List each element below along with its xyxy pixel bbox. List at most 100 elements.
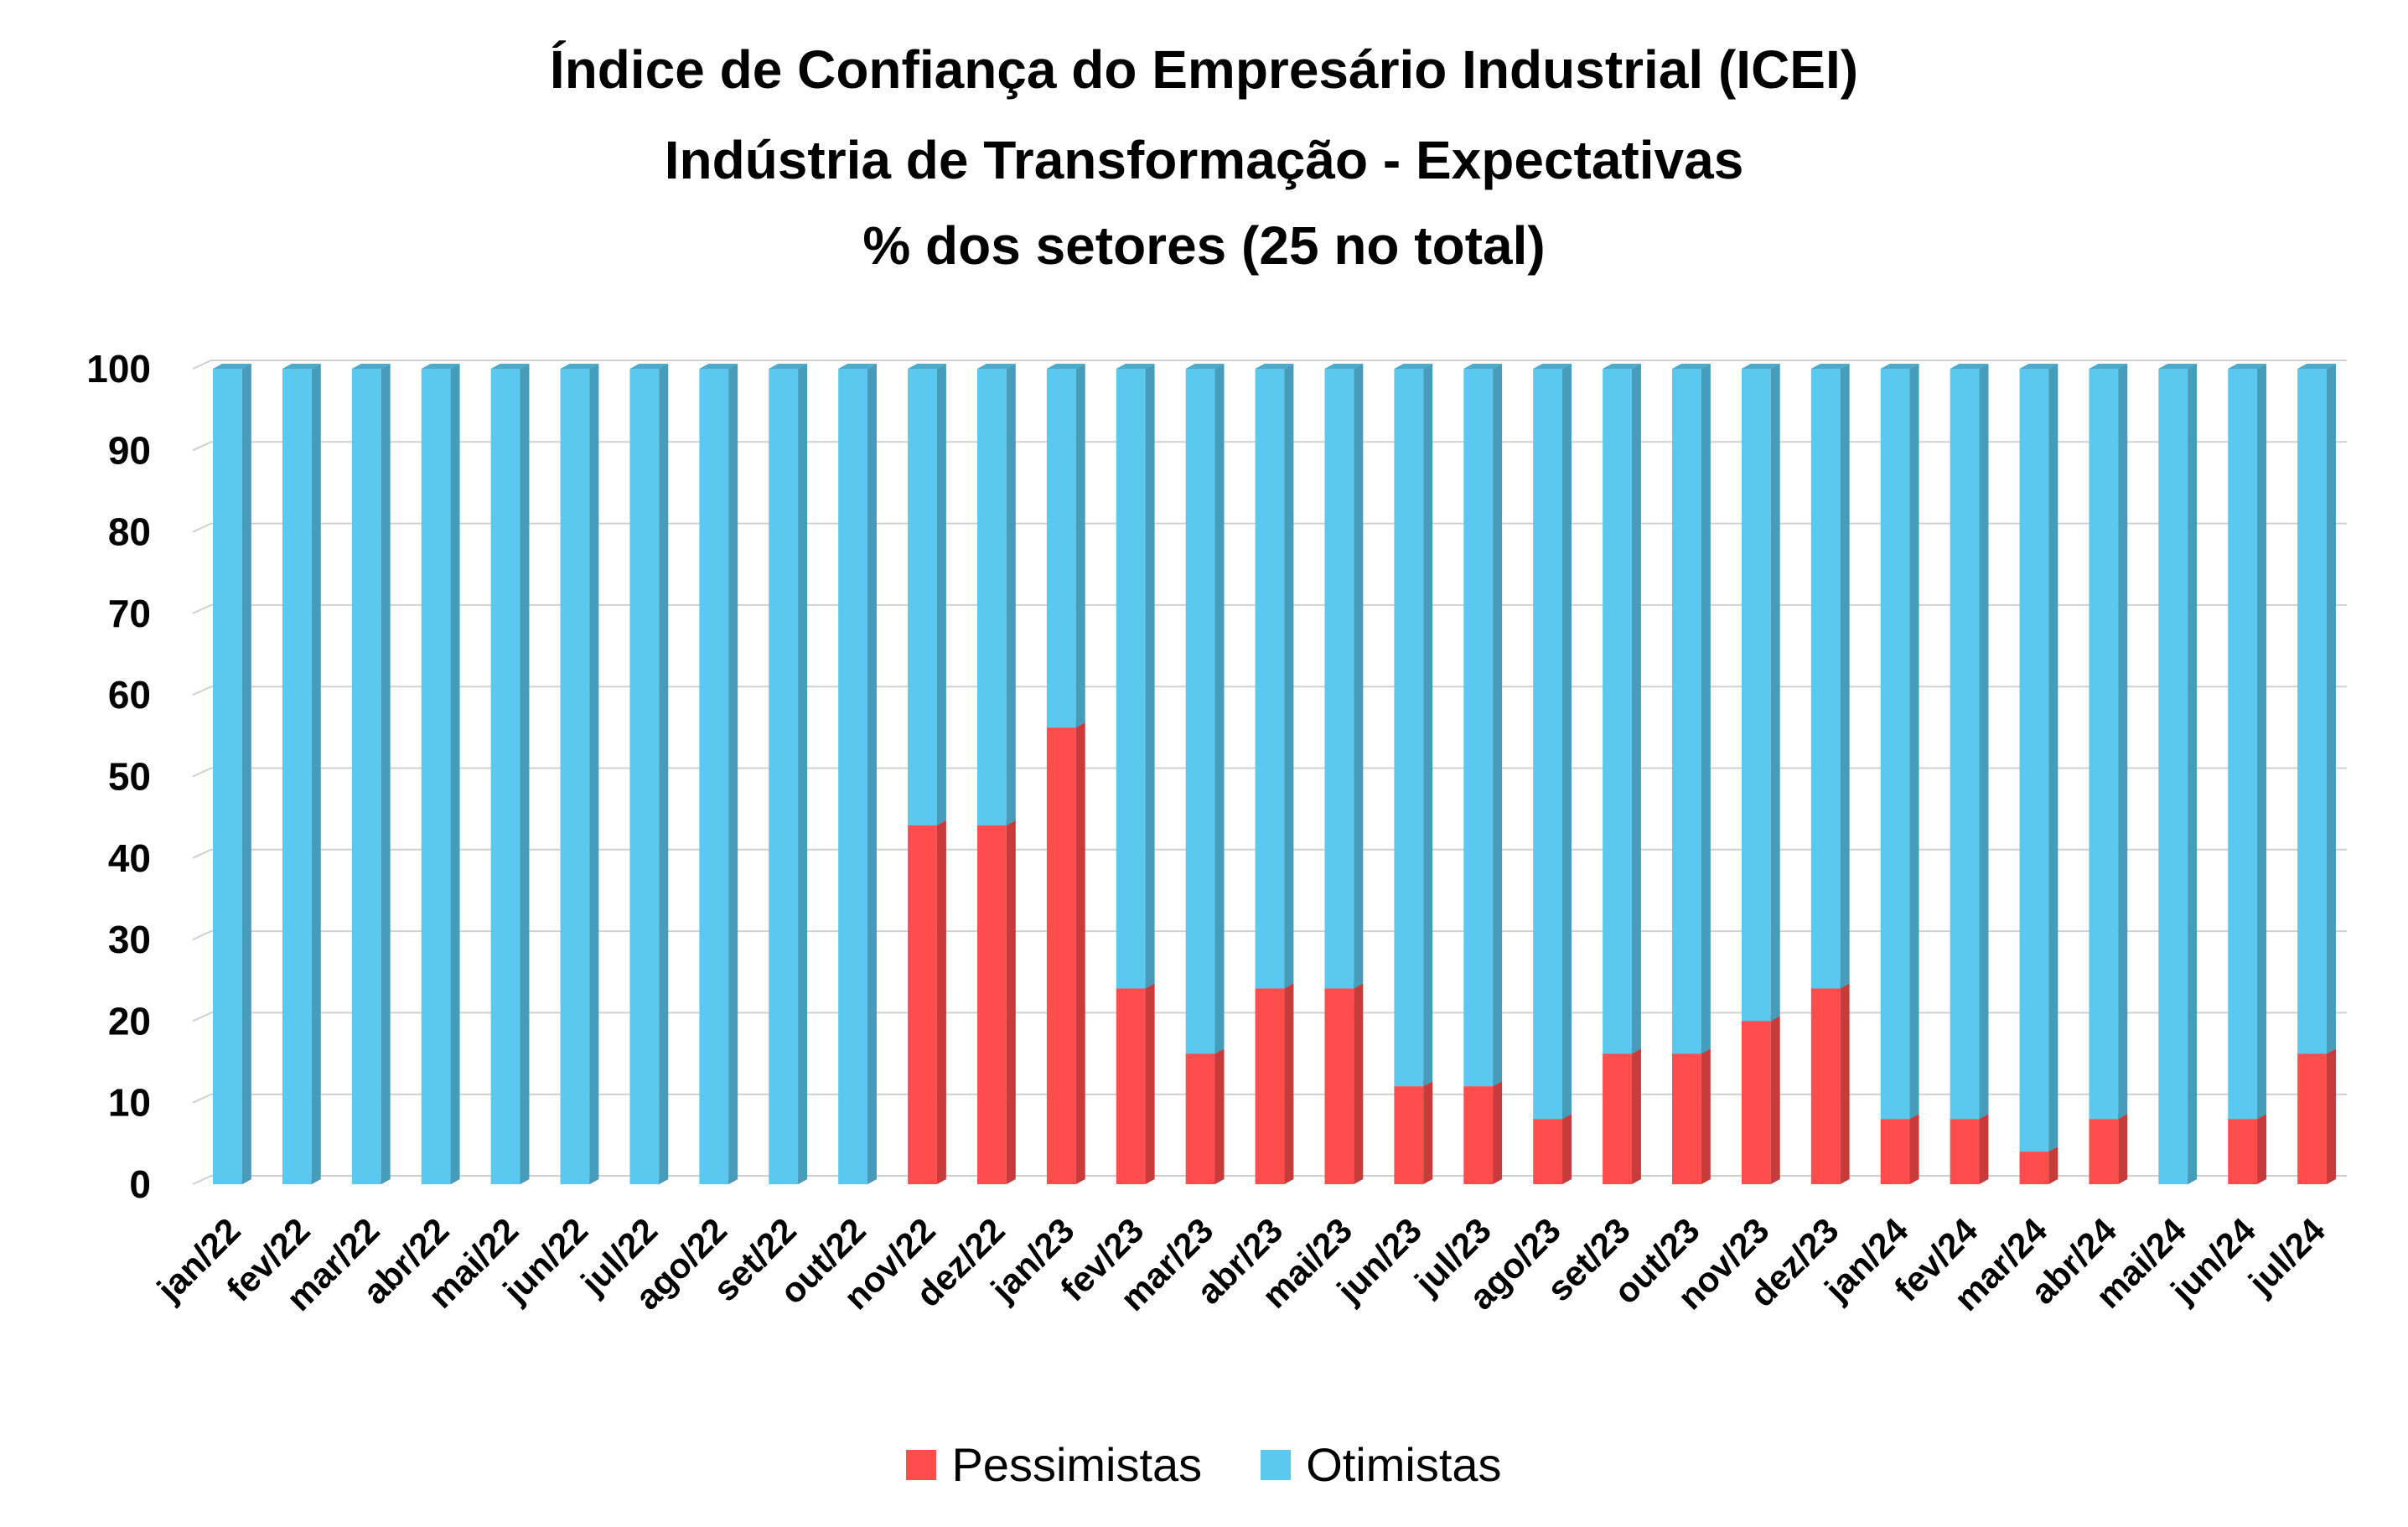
- y-tick-label: 30: [108, 918, 151, 961]
- legend-label-pessimistas: Pessimistas: [951, 1438, 1203, 1491]
- bar-top: [2019, 364, 2058, 369]
- bar-side: [381, 364, 391, 1184]
- bar-side: [1701, 364, 1711, 1054]
- bar-top: [838, 364, 877, 369]
- bar-front: [2228, 369, 2258, 1120]
- bar-front: [976, 825, 1007, 1184]
- bar-side: [2326, 364, 2336, 1054]
- bar-pessimistas-25: [1950, 1114, 1989, 1184]
- bar-side: [1145, 983, 1155, 1184]
- bar-front: [1741, 1021, 1771, 1184]
- bar-otimistas-22: [1741, 364, 1780, 1022]
- bar-side: [589, 364, 599, 1184]
- bar-side: [2118, 364, 2128, 1120]
- bar-side: [1562, 1114, 1572, 1184]
- bar-side: [1840, 983, 1850, 1184]
- bar-front: [2228, 1119, 2258, 1184]
- y-tick-label: 10: [108, 1081, 151, 1125]
- bar-otimistas-29: [2228, 364, 2267, 1120]
- bar-front: [976, 369, 1007, 826]
- bar-front: [1880, 1119, 1910, 1184]
- bar-top: [1394, 364, 1433, 369]
- bar-side: [936, 820, 946, 1184]
- bar-pessimistas-14: [1185, 1048, 1225, 1184]
- bar-pessimistas-27: [2089, 1114, 2128, 1184]
- bar-side: [1354, 364, 1364, 989]
- bar-front: [2089, 369, 2119, 1120]
- bar-otimistas-30: [2297, 364, 2336, 1054]
- bar-top: [1950, 364, 1989, 369]
- bar-pessimistas-30: [2297, 1048, 2336, 1184]
- bar-otimistas-0: [213, 364, 251, 1184]
- bar-front: [213, 369, 242, 1184]
- bar-pessimistas-24: [1880, 1114, 1919, 1184]
- bar-front: [1603, 1053, 1632, 1184]
- bar-top: [490, 364, 530, 369]
- bar-otimistas-5: [560, 364, 599, 1184]
- bar-front: [1950, 1119, 1980, 1184]
- legend-item-otimistas: Otimistas: [1261, 1437, 1502, 1492]
- bar-side: [1701, 1048, 1711, 1184]
- bar-pessimistas-21: [1672, 1048, 1711, 1184]
- bar-otimistas-9: [838, 364, 877, 1184]
- bar-front: [282, 369, 312, 1184]
- bar-front: [1394, 1086, 1424, 1184]
- bar-front: [908, 825, 937, 1184]
- bar-top: [351, 364, 391, 369]
- bar-otimistas-4: [490, 364, 530, 1184]
- bar-pessimistas-10: [908, 820, 946, 1184]
- bar-front: [1741, 369, 1771, 1022]
- gridline-10: [192, 360, 2347, 370]
- bar-front: [1046, 727, 1076, 1184]
- bar-front: [2019, 1152, 2049, 1184]
- bar-top: [282, 364, 321, 369]
- bar-side: [1631, 364, 1641, 1054]
- bar-side: [1075, 722, 1085, 1184]
- chart-subtitle-1: Indústria de Transformação - Expectativa…: [664, 130, 1744, 190]
- bar-front: [1255, 369, 1285, 989]
- bar-side: [1214, 364, 1225, 1054]
- bar-side: [450, 364, 460, 1184]
- bar-pessimistas-29: [2228, 1114, 2267, 1184]
- bar-pessimistas-23: [1810, 983, 1850, 1184]
- bar-front: [1533, 1119, 1563, 1184]
- bar-top: [2297, 364, 2336, 369]
- bar-top: [976, 364, 1016, 369]
- bar-front: [1116, 369, 1146, 989]
- bar-otimistas-14: [1185, 364, 1225, 1054]
- bar-pessimistas-16: [1324, 983, 1364, 1184]
- bar-front: [490, 369, 520, 1184]
- bar-front: [838, 369, 867, 1184]
- bar-otimistas-23: [1810, 364, 1850, 989]
- bar-side: [1006, 364, 1016, 826]
- bar-side: [241, 364, 251, 1184]
- bar-top: [2158, 364, 2198, 369]
- bar-side: [936, 364, 946, 826]
- bar-top: [1603, 364, 1641, 369]
- bar-pessimistas-11: [976, 820, 1016, 1184]
- bar-front: [629, 369, 660, 1184]
- bar-top: [1880, 364, 1919, 369]
- legend: Pessimistas Otimistas: [0, 1437, 2408, 1492]
- bar-front: [2089, 1119, 2119, 1184]
- bar-otimistas-8: [769, 364, 808, 1184]
- bar-side: [1354, 983, 1364, 1184]
- y-tick-label: 50: [108, 755, 151, 799]
- bar-side: [1631, 1048, 1641, 1184]
- bar-front: [1603, 369, 1632, 1054]
- bar-front: [1185, 369, 1215, 1054]
- bar-top: [1672, 364, 1711, 369]
- bar-otimistas-11: [976, 364, 1016, 826]
- bar-side: [1075, 364, 1085, 728]
- bar-top: [1533, 364, 1572, 369]
- bar-otimistas-24: [1880, 364, 1919, 1120]
- bar-side: [1493, 1081, 1503, 1184]
- bar-front: [1324, 988, 1354, 1184]
- bar-top: [2089, 364, 2128, 369]
- bar-otimistas-7: [699, 364, 738, 1184]
- bar-side: [2048, 1147, 2058, 1184]
- bar-side: [1770, 1016, 1780, 1184]
- bar-side: [1423, 364, 1433, 1087]
- chart-title: Índice de Confiança do Empresário Indust…: [549, 39, 1859, 100]
